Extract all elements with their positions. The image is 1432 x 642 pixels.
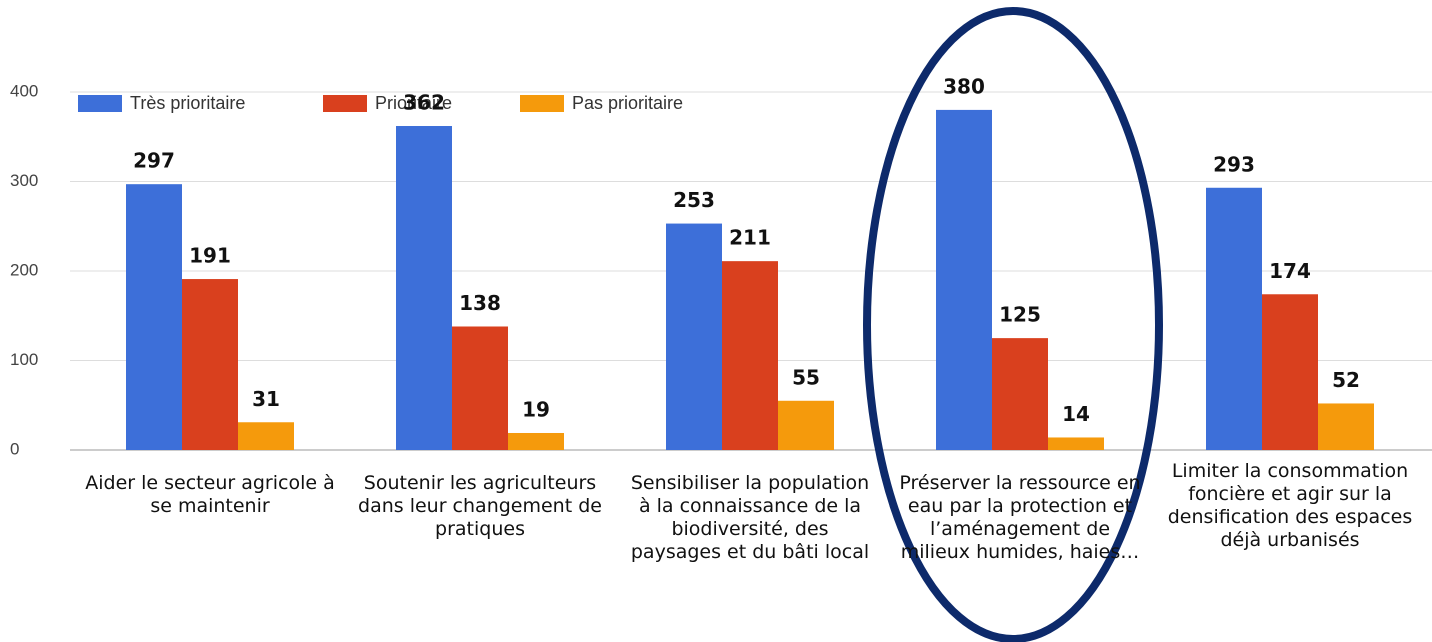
bar bbox=[722, 261, 778, 450]
data-label: 125 bbox=[999, 303, 1041, 327]
bar bbox=[1206, 187, 1262, 450]
y-tick-label: 400 bbox=[10, 81, 38, 100]
bar bbox=[666, 223, 722, 450]
x-tick-label: Limiter la consommation foncière et agir… bbox=[1167, 460, 1413, 551]
bar bbox=[182, 279, 238, 450]
highlight-ellipse bbox=[863, 7, 1163, 642]
x-tick-label: Soutenir les agriculteurs dans leur chan… bbox=[358, 472, 602, 540]
data-label: 211 bbox=[729, 226, 771, 250]
y-tick-label: 0 bbox=[10, 439, 19, 458]
data-label: 138 bbox=[459, 291, 501, 315]
bar bbox=[778, 400, 834, 450]
data-label: 297 bbox=[133, 149, 175, 173]
x-tick-label: Sensibiliser la population à la connaiss… bbox=[630, 472, 870, 563]
data-label: 174 bbox=[1269, 259, 1311, 283]
bar bbox=[238, 422, 294, 450]
data-label: 380 bbox=[943, 74, 985, 98]
data-label: 362 bbox=[403, 91, 445, 115]
bar bbox=[1318, 403, 1374, 450]
x-tick-label: Aider le secteur agricole à se maintenir bbox=[85, 472, 335, 517]
data-label: 55 bbox=[792, 365, 820, 389]
data-label: 14 bbox=[1062, 402, 1090, 426]
data-label: 31 bbox=[252, 387, 280, 411]
data-label: 52 bbox=[1332, 368, 1360, 392]
bar bbox=[936, 109, 992, 451]
bar bbox=[508, 432, 564, 450]
data-label: 19 bbox=[522, 397, 550, 421]
y-tick-label: 200 bbox=[10, 260, 38, 279]
legend-swatch bbox=[520, 95, 564, 112]
bar bbox=[1048, 437, 1104, 450]
legend-label: Pas prioritaire bbox=[572, 93, 683, 113]
legend-swatch bbox=[78, 95, 122, 112]
data-label: 253 bbox=[673, 188, 715, 212]
legend-label: Très prioritaire bbox=[130, 93, 245, 113]
bar bbox=[126, 184, 182, 450]
x-tick-label: Préserver la ressource en eau par la pro… bbox=[899, 472, 1141, 563]
data-label: 293 bbox=[1213, 152, 1255, 176]
y-tick-label: 300 bbox=[10, 171, 38, 190]
bar bbox=[1262, 294, 1318, 450]
bar bbox=[992, 338, 1048, 450]
legend-label: Prioritaire bbox=[375, 93, 452, 113]
legend-swatch bbox=[323, 95, 367, 112]
y-tick-label: 100 bbox=[10, 350, 38, 369]
bar bbox=[396, 126, 452, 450]
data-label: 191 bbox=[189, 244, 231, 268]
bar bbox=[452, 326, 508, 450]
